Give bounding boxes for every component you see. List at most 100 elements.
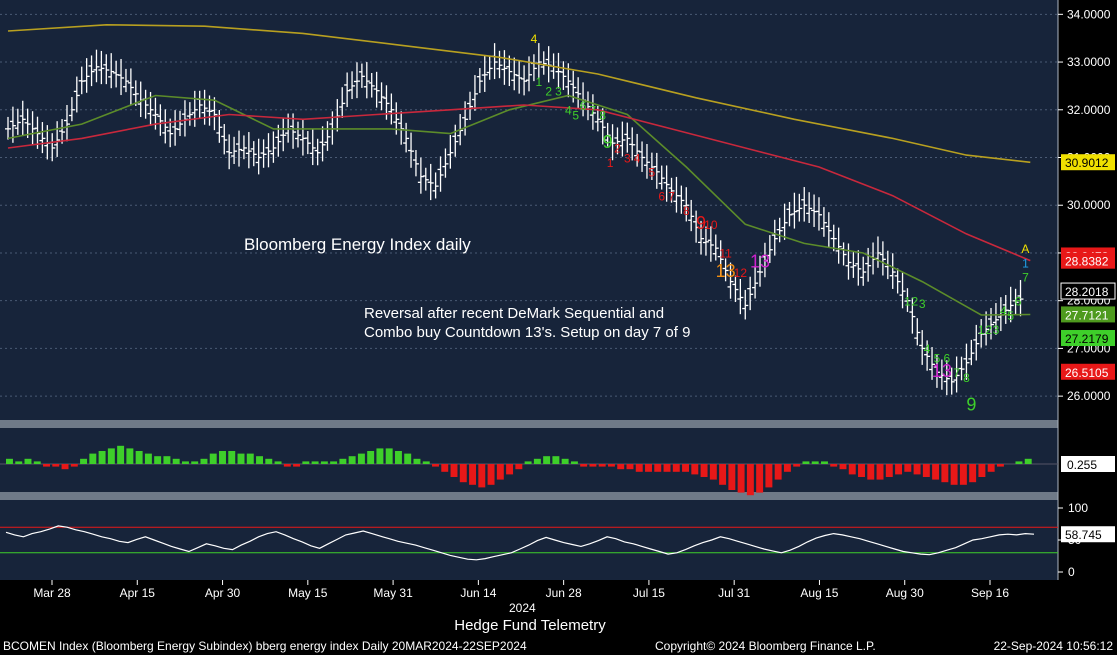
y-tick-label: 32.0000 — [1067, 103, 1111, 117]
oscillator-bar — [626, 464, 634, 470]
oscillator-bar — [293, 464, 301, 467]
ma_long-line — [7, 23, 1031, 164]
price-tag-box — [1060, 282, 1116, 300]
price-tag: 27.2179 — [1061, 330, 1115, 347]
td-count-label: 5 — [649, 166, 656, 180]
rsi-tag: 58.745 — [1061, 526, 1115, 543]
oscillator-bar — [98, 451, 106, 464]
oscillator-bar — [607, 464, 615, 467]
annotation-line-2: Combo buy Countdown 13's. Setup on day 7… — [364, 324, 691, 341]
oscillator-bar — [867, 464, 875, 480]
x-tick-label: May 31 — [373, 586, 413, 600]
td-count-label: 11 — [719, 247, 732, 261]
oscillator-tag: 0.255 — [1061, 456, 1115, 472]
td-count-label: 4 — [1000, 304, 1007, 318]
td-count-label: 5 — [572, 108, 579, 122]
td-count-label: 3 — [919, 297, 926, 311]
oscillator-bar — [515, 464, 523, 470]
oscillator-bar — [24, 458, 32, 464]
td-count-label: 1 — [904, 294, 911, 308]
oscillator-bar — [163, 456, 171, 464]
oscillator-bar — [144, 453, 152, 464]
x-tick-label: Aug 30 — [886, 586, 924, 600]
oscillator-bar — [469, 464, 477, 485]
oscillator-bar — [756, 464, 764, 493]
oscillator-bar — [552, 456, 560, 464]
x-tick-label: Jun 14 — [460, 586, 496, 600]
oscillator-bar — [432, 464, 439, 467]
td-count-label: 6 — [1015, 294, 1022, 308]
oscillator-bar — [404, 453, 412, 464]
oscillator-bar — [172, 458, 180, 464]
y-tick-label: 33.0000 — [1067, 55, 1111, 69]
oscillator-bar — [70, 464, 78, 467]
oscillator-bar — [219, 451, 226, 464]
oscillator-bar — [802, 461, 810, 464]
oscillator-bar — [533, 458, 541, 464]
y-tick-label: 26.0000 — [1067, 389, 1111, 403]
x-tick-label: Jul 15 — [633, 586, 665, 600]
td-count-label: 4 — [531, 32, 538, 46]
oscillator-bar — [80, 458, 88, 464]
oscillator-bar — [348, 456, 356, 464]
oscillator-bar — [524, 461, 532, 464]
rsi-tag-label: 58.745 — [1065, 528, 1102, 542]
td-count-label: 13 — [750, 251, 770, 271]
td-count-label: 3 — [993, 323, 1000, 337]
oscillator-bar — [117, 445, 125, 464]
td-count-label: A — [1021, 242, 1029, 256]
oscillator-bar — [228, 451, 236, 464]
oscillator-bar — [737, 464, 745, 493]
x-tick-label: Apr 30 — [205, 586, 241, 600]
rsi-line — [5, 525, 1035, 561]
x-tick-label: Sep 16 — [971, 586, 1009, 600]
oscillator-bar — [33, 461, 41, 464]
td-count-label: 4 — [634, 151, 641, 165]
oscillator-bar — [265, 458, 273, 464]
ma_short-line — [7, 94, 1031, 316]
oscillator-bar — [237, 453, 245, 464]
oscillator-bar — [422, 461, 430, 464]
panel-divider — [0, 420, 1058, 428]
footer-security-description: BCOMEN Index (Bloomberg Energy Subindex)… — [3, 639, 527, 653]
oscillator-bar — [709, 464, 717, 480]
oscillator-bar — [1015, 461, 1023, 464]
td-count-label: 1 — [535, 75, 542, 89]
oscillator-bar — [487, 464, 495, 485]
rsi-tick-label: 100 — [1068, 501, 1088, 515]
oscillator-bar — [394, 451, 402, 464]
td-count-label: 7 — [668, 189, 675, 203]
footer-copyright: Copyright© 2024 Bloomberg Finance L.P. — [655, 639, 876, 653]
price-bars — [5, 43, 1024, 396]
td-count-label: 6 — [580, 99, 587, 113]
oscillator-bar — [598, 464, 606, 467]
x-tick-label: Aug 15 — [800, 586, 838, 600]
oscillator-bar — [728, 464, 736, 490]
chart-annotation: Reversal after recent DeMark Sequential … — [364, 304, 784, 342]
price-tag: 27.7121 — [1061, 306, 1115, 323]
rsi-tick-label: 0 — [1068, 565, 1075, 579]
oscillator-bar — [311, 461, 319, 464]
oscillator-bar — [783, 464, 791, 472]
oscillator-bar — [969, 464, 977, 483]
td-count-label: 3 — [555, 84, 562, 98]
oscillator-bar — [191, 461, 199, 464]
oscillator-bar — [283, 464, 291, 467]
rsi-tag-box — [1061, 526, 1115, 543]
price-tag-box — [1061, 154, 1115, 171]
td-count-label: 10 — [704, 218, 718, 232]
td-count-label: 7 — [953, 366, 960, 380]
x-axis-year-label: 2024 — [509, 601, 536, 615]
td-count-label: 8 — [963, 371, 970, 385]
oscillator-bar — [89, 453, 97, 464]
td-count-label: 13 — [932, 361, 952, 381]
td-count-label: 1 — [978, 323, 985, 337]
x-tick-label: Jun 28 — [546, 586, 582, 600]
footer-timestamp: 22-Sep-2024 10:56:12 — [993, 639, 1113, 653]
oscillator-bar — [6, 458, 13, 464]
oscillator-bar — [181, 461, 189, 464]
oscillator-bar — [543, 456, 551, 464]
oscillator-bar — [774, 464, 782, 480]
